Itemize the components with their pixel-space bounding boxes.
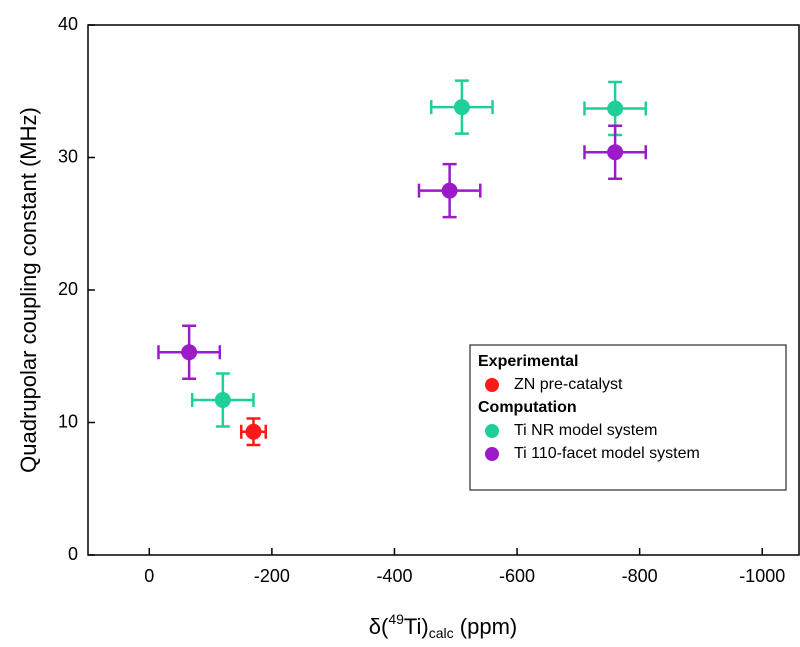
y-tick-label: 20 [58, 279, 78, 299]
data-point [453, 99, 470, 116]
x-tick-label: -600 [499, 566, 535, 586]
legend-group-title: Computation [478, 399, 577, 416]
legend-marker [485, 424, 499, 438]
data-point [607, 144, 624, 161]
legend-box [469, 344, 787, 491]
x-label-sup: 49 [388, 611, 404, 627]
y-tick-label: 0 [68, 544, 78, 564]
x-axis-label: δ(49Ti)calc (ppm) [369, 611, 517, 641]
legend-marker [485, 378, 499, 392]
data-point [607, 100, 624, 117]
legend-label: Ti NR model system [514, 422, 657, 439]
y-tick-label: 10 [58, 411, 78, 431]
legend-marker [485, 447, 499, 461]
y-axis-label: Quadrupolar coupling constant (MHz) [16, 107, 41, 473]
legend-label: Ti 110-facet model system [514, 445, 700, 462]
data-point [214, 391, 231, 408]
x-label-part: Ti) [404, 614, 429, 639]
x-label-sub: calc [429, 625, 454, 641]
data-point [181, 344, 198, 361]
x-label-part: δ( [369, 614, 389, 639]
x-tick-label: 0 [144, 566, 154, 586]
x-label-part: (ppm) [454, 614, 518, 639]
y-tick-label: 40 [58, 14, 78, 34]
x-tick-label: -400 [376, 566, 412, 586]
x-tick-label: -1000 [739, 566, 785, 586]
y-tick-label: 30 [58, 146, 78, 166]
data-point [441, 182, 458, 199]
data-point [245, 423, 262, 440]
x-tick-label: -200 [254, 566, 290, 586]
x-tick-label: -800 [622, 566, 658, 586]
legend-group-title: Experimental [478, 353, 578, 370]
legend-label: ZN pre-catalyst [514, 376, 623, 393]
